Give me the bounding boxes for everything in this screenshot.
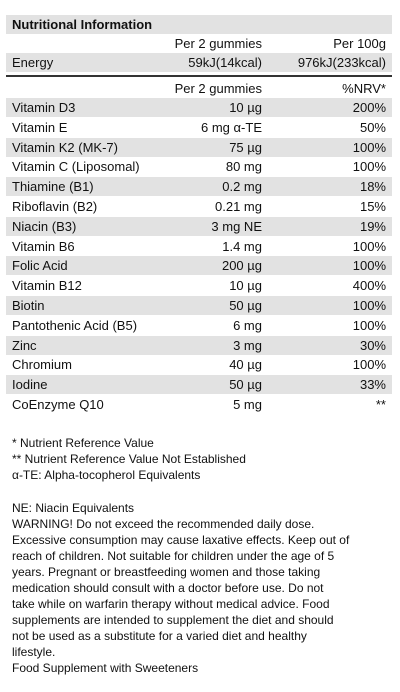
- note-line: reach of children. Not suitable for chil…: [12, 549, 335, 563]
- cell: Vitamin D3: [12, 100, 76, 115]
- cell: **: [375, 397, 386, 412]
- cell: 100%: [352, 258, 386, 274]
- cell: Riboflavin (B2): [12, 199, 98, 214]
- table-row: Chromium 40 µg 100%: [6, 355, 392, 374]
- note-line: Excessive consumption may cause laxative…: [12, 533, 350, 547]
- cell: 19%: [359, 218, 386, 234]
- cell: Pantothenic Acid (B5): [12, 317, 138, 333]
- note-line: Food Supplement with Sweeteners: [12, 661, 199, 675]
- cell: Energy: [12, 55, 54, 70]
- cell: 5 mg: [233, 397, 262, 412]
- cell: 33%: [359, 377, 386, 393]
- cell: 100%: [352, 139, 386, 155]
- divider: [6, 75, 392, 77]
- cell: Vitamin B6: [12, 238, 75, 254]
- energy-header: Per 2 gummies Per 100g: [6, 34, 392, 53]
- header-cell: Per 2 gummies: [174, 81, 262, 96]
- cell: 18%: [359, 179, 386, 195]
- cell: Vitamin B12: [12, 278, 82, 294]
- table-row: Vitamin B6 1.4 mg 100%: [6, 237, 392, 256]
- cell: 50 µg: [229, 298, 262, 313]
- cell: 10 µg: [229, 100, 262, 115]
- cell: Thiamine (B1): [12, 179, 94, 195]
- note-line: medication should consult with a doctor …: [12, 581, 324, 595]
- table-row: Zinc 3 mg 30%: [6, 335, 392, 355]
- cell: 976kJ(233kcal): [297, 55, 386, 70]
- note-line: supplements are intended to supplement t…: [12, 613, 334, 627]
- footnote: ** Nutrient Reference Value Not Establis…: [12, 452, 246, 466]
- note-line: NE: Niacin Equivalents: [12, 501, 135, 515]
- cell: 30%: [359, 337, 386, 353]
- note-line: years. Pregnant or breastfeeding women a…: [12, 565, 321, 579]
- cell: 40 µg: [229, 357, 262, 373]
- table-row: CoEnzyme Q10 5 mg **: [6, 395, 392, 414]
- cell: 100%: [352, 298, 386, 313]
- table-row: Thiamine (B1) 0.2 mg 18%: [6, 177, 392, 197]
- note-line: lifestyle.: [12, 645, 56, 659]
- note-line: not be used as a substitute for a varied…: [12, 629, 307, 643]
- cell: 100%: [352, 317, 386, 333]
- cell: 3 mg: [233, 337, 262, 353]
- title-row: Nutritional Information: [6, 15, 392, 34]
- cell: CoEnzyme Q10: [12, 397, 104, 412]
- note-line: take while on warfarin therapy without m…: [12, 597, 330, 611]
- table-row: Vitamin E 6 mg α-TE 50%: [6, 118, 392, 137]
- table-row: Iodine 50 µg 33%: [6, 375, 392, 395]
- cell: 1.4 mg: [222, 238, 262, 254]
- cell: 10 µg: [229, 278, 262, 294]
- title: Nutritional Information: [12, 17, 153, 32]
- cell: Vitamin E: [12, 119, 68, 135]
- cell: 50 µg: [229, 377, 262, 393]
- table-row: Vitamin K2 (MK-7) 75 µg 100%: [6, 137, 392, 157]
- cell: Vitamin K2 (MK-7): [12, 139, 118, 155]
- table-row: Biotin 50 µg 100%: [6, 296, 392, 315]
- cell: 80 mg: [225, 159, 262, 175]
- header-cell: Per 100g: [333, 36, 386, 51]
- footnote: α-TE: Alpha-tocopherol Equivalents: [12, 468, 201, 482]
- header-cell: Per 2 gummies: [174, 36, 262, 51]
- cell: 15%: [359, 199, 386, 214]
- table-row: Pantothenic Acid (B5) 6 mg 100%: [6, 316, 392, 335]
- cell: 6 mg α-TE: [201, 119, 262, 135]
- cell: Niacin (B3): [12, 218, 77, 234]
- cell: 100%: [352, 238, 386, 254]
- note-line: WARNING! Do not exceed the recommended d…: [12, 517, 315, 531]
- table-row: Riboflavin (B2) 0.21 mg 15%: [6, 197, 392, 216]
- table-row: Vitamin C (Liposomal) 80 mg 100%: [6, 157, 392, 176]
- cell: 100%: [352, 159, 386, 175]
- cell: 6 mg: [233, 317, 262, 333]
- table-row: Niacin (B3) 3 mg NE 19%: [6, 216, 392, 236]
- cell: Biotin: [12, 298, 45, 313]
- table-row: Vitamin D3 10 µg 200%: [6, 98, 392, 117]
- cell: 50%: [359, 119, 386, 135]
- cell: Zinc: [12, 337, 37, 353]
- cell: 400%: [352, 278, 386, 294]
- cell: 200 µg: [221, 258, 262, 274]
- cell: 0.21 mg: [215, 199, 262, 214]
- cell: Chromium: [12, 357, 72, 373]
- cell: Iodine: [12, 377, 48, 393]
- energy-row: Energy 59kJ(14kcal) 976kJ(233kcal): [6, 53, 392, 72]
- cell: 75 µg: [229, 139, 262, 155]
- cell: 200%: [352, 100, 386, 115]
- cell: 100%: [352, 357, 386, 373]
- cell: Vitamin C (Liposomal): [12, 159, 140, 175]
- table-header: Per 2 gummies %NRV*: [6, 79, 392, 98]
- cell: 3 mg NE: [211, 218, 262, 234]
- cell: Folic Acid: [12, 258, 68, 274]
- header-cell: %NRV*: [342, 81, 386, 96]
- footnote: * Nutrient Reference Value: [12, 436, 154, 450]
- cell: 0.2 mg: [222, 179, 262, 195]
- cell: 59kJ(14kcal): [188, 55, 262, 70]
- table-row: Folic Acid 200 µg 100%: [6, 256, 392, 276]
- table-row: Vitamin B12 10 µg 400%: [6, 276, 392, 295]
